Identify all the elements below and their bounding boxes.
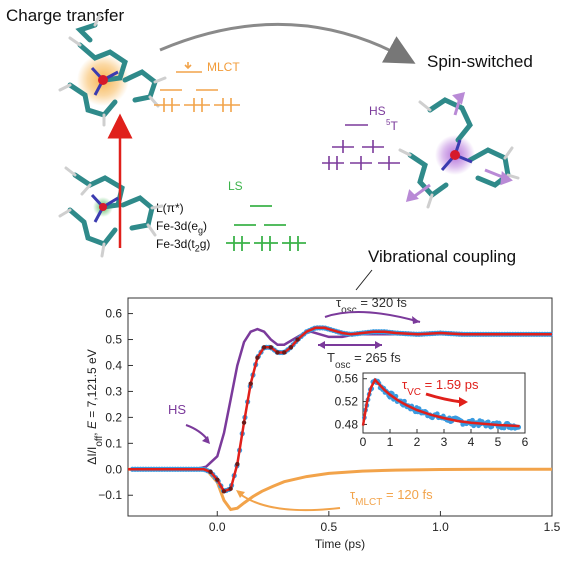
ls-level-lpi: L(π*) (156, 201, 184, 215)
x-tick-label: 0.5 (320, 520, 337, 534)
series-mlct (128, 467, 552, 512)
hs-levels (322, 124, 400, 170)
inset-data-point (470, 417, 475, 423)
hs-term-label: 5T (386, 118, 398, 133)
ls-level-eg: Fe-3d(eg) (156, 219, 208, 236)
inset-y-tick-label: 0.52 (335, 395, 359, 409)
inset-chart: 0 1 2 3 4 5 6 0.48 0.52 0.56 τVC = 1.59 ps (335, 372, 529, 449)
inset-y-tick-label: 0.48 (335, 417, 359, 431)
fit-point (268, 345, 274, 350)
y-tick-label: −0.1 (98, 488, 122, 502)
y-tick-label: 0.1 (105, 436, 122, 450)
arrowhead-tau-mlct (236, 490, 245, 498)
y-axis-label: ΔI/Ioff, E = 7,121.5 eV (85, 349, 105, 464)
series-hs (128, 327, 552, 471)
fit-point (235, 461, 240, 467)
hs-state-label: HS (369, 104, 386, 118)
ls-levels (226, 205, 306, 251)
arrowhead-tau-vc (459, 397, 468, 407)
arrowhead-tau-osc (412, 316, 420, 324)
fit-point (261, 345, 267, 350)
fit-point (295, 337, 300, 342)
fit-point (228, 486, 233, 491)
title-spin-switched: Spin-switched (427, 52, 533, 71)
arrow-tau-mlct (239, 493, 341, 512)
ls-label: LS (228, 179, 243, 193)
y-tick-label: 0.3 (105, 384, 122, 398)
arrow-hs (185, 424, 209, 441)
arrowhead-hs (202, 436, 210, 444)
annotation-T-osc: Tosc = 265 fs (327, 350, 401, 371)
series-fit (128, 326, 552, 493)
ls-level-t2g: Fe-3d(t2g) (156, 237, 211, 254)
arrowheads-T-osc (318, 341, 382, 349)
x-tick-label: 1.5 (544, 520, 561, 534)
inset-x-tick-label: 0 (360, 435, 367, 449)
annotation-hs: HS (168, 402, 186, 417)
y-tick-label: 0.2 (105, 410, 122, 424)
arrow-tau-osc (324, 311, 421, 323)
fit-point (215, 477, 220, 482)
molecule-ground (58, 166, 164, 258)
annotation-tau-osc: τosc = 320 fs (336, 295, 407, 316)
molecule-excited (58, 13, 167, 127)
plot-frame (127, 297, 553, 517)
fit-point (255, 355, 260, 360)
inset-x-tick-label: 2 (414, 435, 421, 449)
y-tick-label: 0.6 (105, 307, 122, 321)
fit-point (221, 489, 227, 494)
fit-point (248, 381, 253, 386)
y-tick-label: 0.0 (105, 462, 122, 476)
inset-x-tick-label: 3 (441, 435, 448, 449)
annotation-tau-vc: τVC = 1.59 ps (402, 377, 479, 398)
mlct-levels (154, 62, 240, 112)
mlct-label: MLCT (207, 60, 240, 74)
inset-x-tick-label: 4 (468, 435, 475, 449)
x-tick-label: 0.0 (209, 520, 226, 534)
inset-series-fit (361, 377, 520, 428)
inset-x-tick-label: 6 (522, 435, 529, 449)
x-tick-label: 1.0 (432, 520, 449, 534)
fit-point (241, 420, 247, 425)
annotation-tau-mlct: τMLCT = 120 fs (350, 487, 433, 508)
vibrational-pointer (355, 269, 373, 291)
fit-point (275, 350, 280, 355)
x-axis-label: Time (ps) (315, 537, 365, 551)
y-tick-label: 0.5 (105, 333, 122, 347)
fit-point (282, 350, 287, 355)
fit-point (208, 469, 213, 475)
y-tick-label: 0.4 (105, 358, 122, 372)
fit-point (288, 345, 294, 350)
transition-arrow (159, 22, 416, 64)
title-vibrational-coupling: Vibrational coupling (368, 247, 517, 266)
molecule-hs (398, 91, 520, 209)
title-charge-transfer: Charge transfer (6, 6, 125, 25)
inset-x-tick-label: 5 (495, 435, 502, 449)
inset-x-tick-label: 1 (387, 435, 394, 449)
inset-y-tick-label: 0.56 (335, 372, 359, 386)
